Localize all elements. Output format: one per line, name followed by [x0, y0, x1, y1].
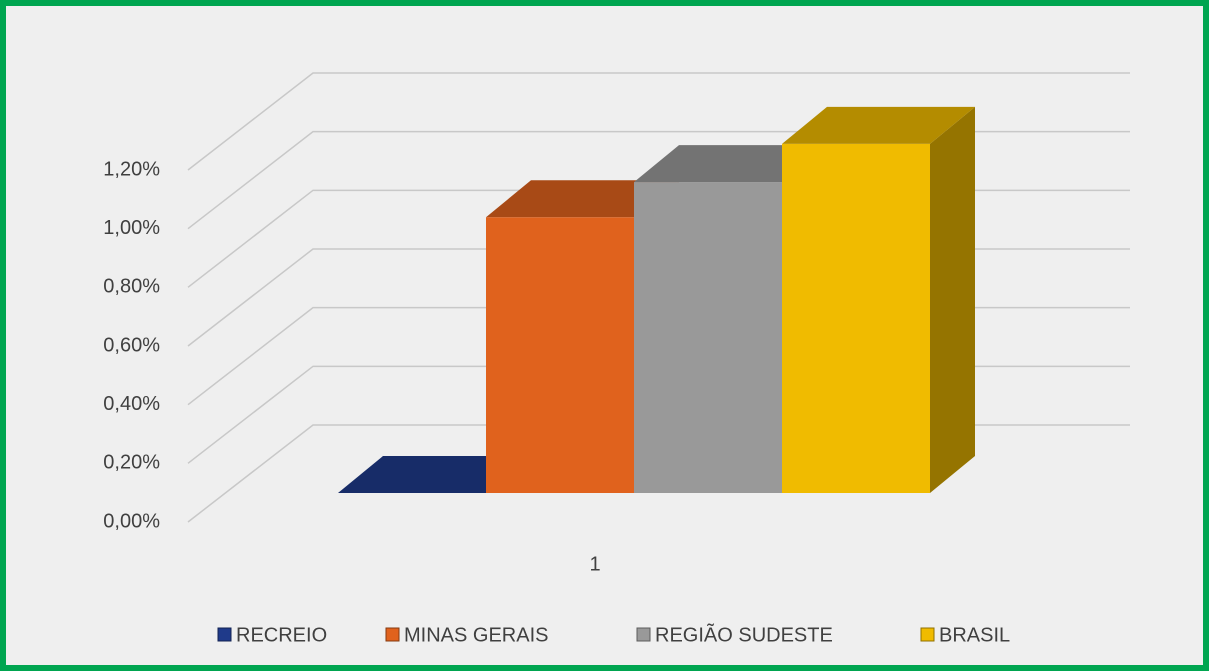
bar-top [782, 106, 975, 144]
grid-line [187, 72, 1130, 171]
legend-label: BRASIL [939, 624, 1010, 646]
legend-label: REGIÃO SUDESTE [655, 622, 833, 646]
legend-swatch [920, 627, 935, 642]
y-tick-label: 1,00% [103, 217, 160, 239]
bar [634, 182, 782, 494]
x-tick-label: 1 [589, 553, 600, 575]
bar-top [634, 145, 827, 183]
bar-side [930, 106, 975, 493]
bar-top [338, 456, 531, 493]
y-tick-label: 1,20% [103, 158, 160, 180]
legend-label: MINAS GERAIS [404, 624, 548, 646]
legend-swatch [385, 627, 400, 642]
y-tick-label: 0,40% [103, 393, 160, 415]
bar-top [486, 180, 679, 218]
legend-label: RECREIO [236, 624, 327, 646]
bar [486, 217, 634, 493]
y-tick-label: 0,60% [103, 334, 160, 356]
y-tick-label: 0,80% [103, 276, 160, 298]
y-tick-label: 0,00% [103, 510, 160, 532]
legend-swatch [636, 627, 651, 642]
bar [782, 143, 930, 493]
y-tick-label: 0,20% [103, 452, 160, 474]
legend-swatch [217, 627, 232, 642]
